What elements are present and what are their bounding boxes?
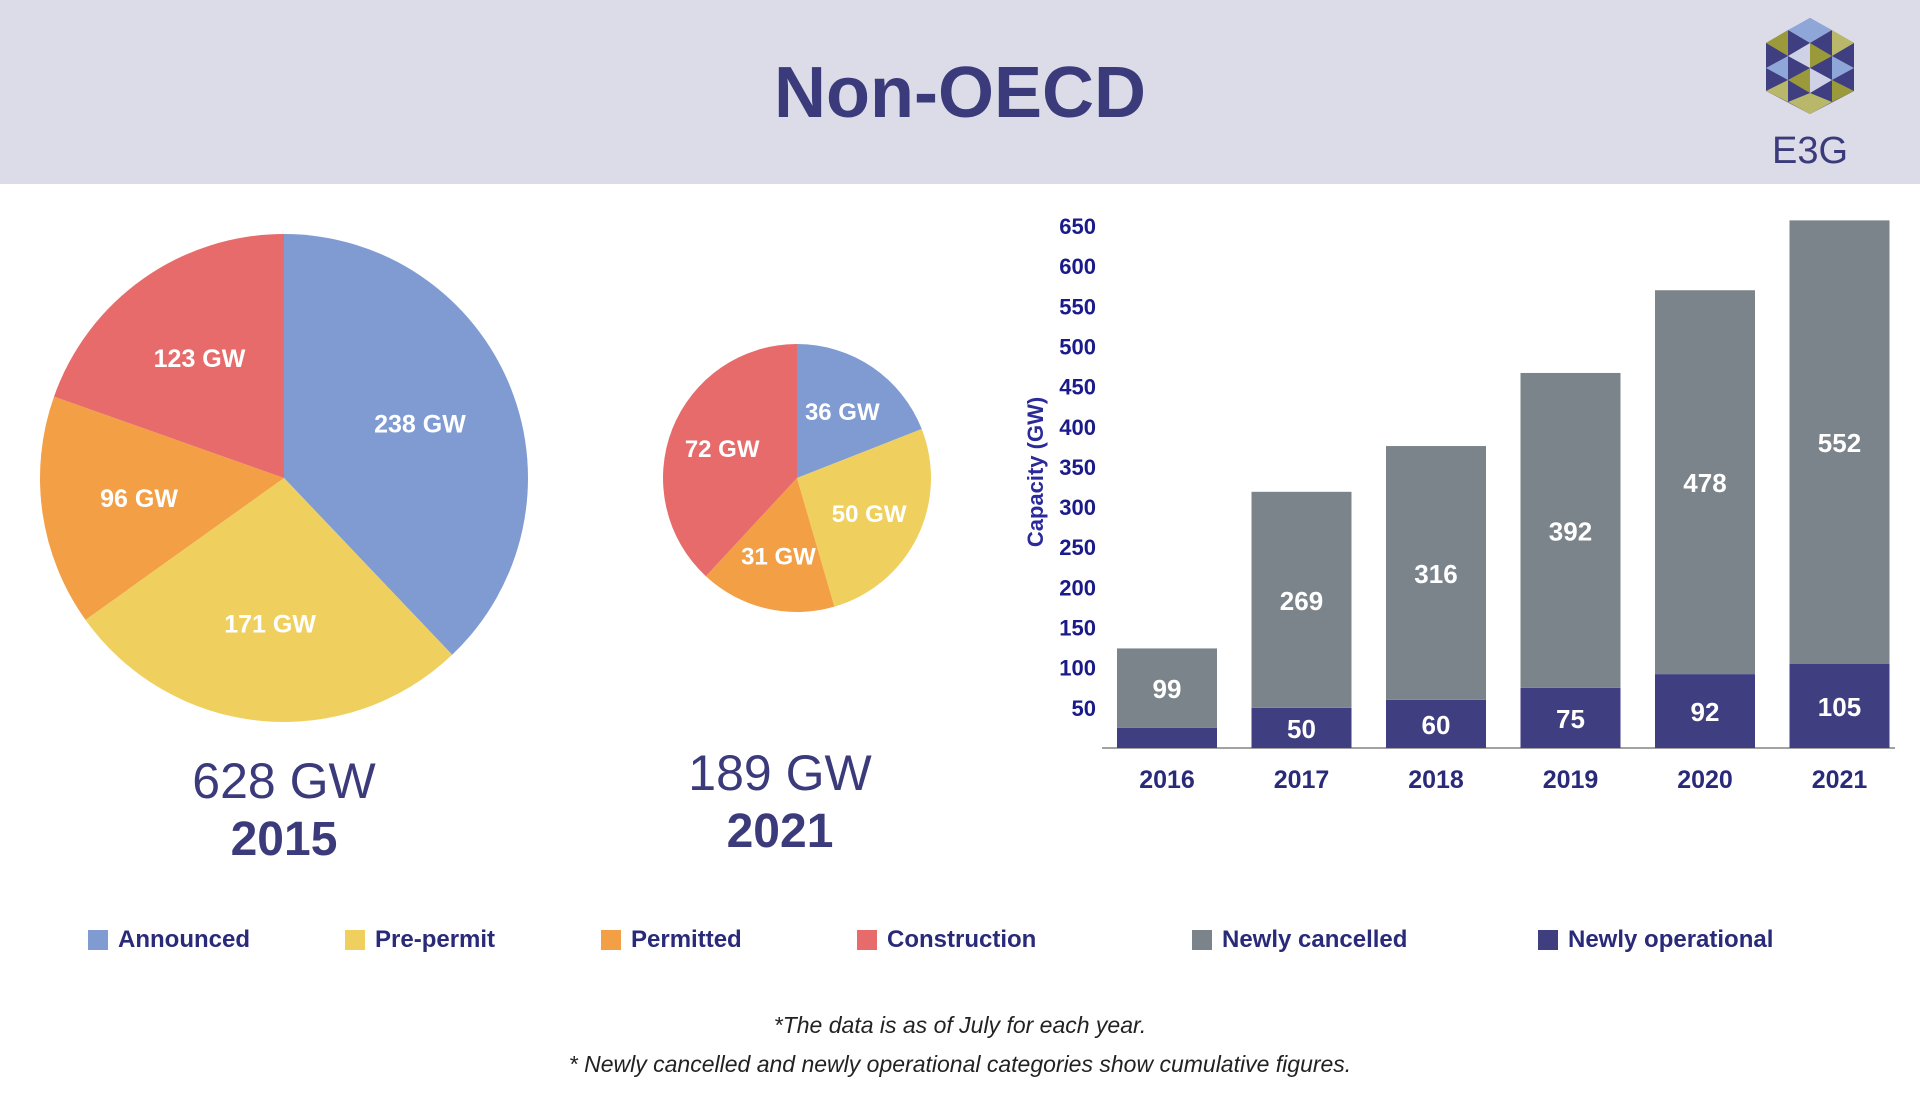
pie-slice-permitted: [39, 396, 284, 620]
bar-value-label: 92: [1691, 697, 1720, 727]
legend-swatch-newly-operational: [1538, 930, 1558, 950]
bar-newly-cancelled: [1520, 372, 1621, 688]
legend-label: Construction: [887, 926, 1037, 953]
page-title: Non-OECD: [774, 53, 1146, 133]
bar-newly-operational: [1655, 674, 1755, 748]
pie-2015-caption: 628 GW 2015: [134, 752, 434, 867]
pie-slice-announced: [284, 234, 528, 655]
pie-slice-pre-permit: [797, 429, 931, 607]
pie-2021-caption: 189 GW 2021: [630, 744, 930, 859]
pie-slice-label: 96 GW: [100, 485, 178, 513]
y-tick-label: 150: [1059, 616, 1096, 641]
legend: Announced Pre-permit Permitted Construct…: [0, 926, 1920, 956]
y-tick-label: 250: [1059, 535, 1096, 560]
legend-label: Pre-permit: [375, 926, 496, 953]
pie-2021-total: 189 GW: [688, 745, 872, 801]
bar-value-label: 316: [1414, 559, 1457, 589]
legend-item-permitted: Permitted: [601, 926, 742, 954]
legend-item-announced: Announced: [88, 926, 250, 954]
y-tick-label: 500: [1059, 334, 1096, 359]
pie-slice-permitted: [705, 478, 835, 612]
x-tick-label: 2018: [1408, 766, 1464, 794]
y-tick-label: 350: [1059, 455, 1096, 480]
pie-slice-label: 50 GW: [832, 501, 907, 528]
legend-swatch-announced: [88, 930, 108, 950]
y-tick-label: 300: [1059, 495, 1096, 520]
y-axis-label: Capacity (GW): [1023, 397, 1048, 547]
e3g-logo-icon: [1766, 18, 1854, 114]
legend-swatch-pre-permit: [345, 930, 365, 950]
bar-newly-cancelled: [1251, 491, 1352, 708]
legend-label: Permitted: [631, 926, 742, 953]
y-tick-label: 450: [1059, 375, 1096, 400]
pie-slice-construction: [663, 344, 797, 577]
legend-swatch-permitted: [601, 930, 621, 950]
legend-swatch-construction: [857, 930, 877, 950]
legend-label: Announced: [118, 926, 250, 953]
bar-value-label: 60: [1422, 710, 1451, 740]
bar-newly-operational: [1386, 699, 1486, 748]
pie-slice-pre-permit: [85, 478, 453, 723]
legend-label: Newly cancelled: [1222, 926, 1408, 953]
y-tick-label: 50: [1072, 696, 1096, 721]
legend-item-pre-permit: Pre-permit: [345, 926, 495, 954]
pie-slice-label: 123 GW: [154, 345, 246, 373]
pie-chart-2015: 238 GW 171 GW 96 GW 123 GW: [39, 234, 528, 723]
bar-value-label: 478: [1683, 468, 1726, 498]
legend-swatch-newly-cancelled: [1192, 930, 1212, 950]
header-band: Non-OECD E3G: [0, 0, 1920, 184]
bar-newly-operational: [1251, 707, 1352, 748]
x-tick-label: 2019: [1543, 766, 1599, 794]
y-tick-label: 650: [1059, 214, 1096, 239]
pie-slice-label: 171 GW: [224, 610, 316, 638]
pie-slice-announced: [797, 344, 922, 478]
bar-value-label: 392: [1549, 516, 1592, 546]
x-tick-label: 2021: [1812, 766, 1868, 794]
bar-value-label: 552: [1818, 428, 1861, 458]
legend-item-newly-cancelled: Newly cancelled: [1192, 926, 1407, 954]
pie-2015-total: 628 GW: [192, 753, 376, 809]
pie-2015-year: 2015: [230, 813, 338, 866]
bar-newly-operational: [1789, 663, 1890, 748]
bar-value-label: 99: [1153, 674, 1182, 704]
stacked-bar-chart: 50 100 150 200 250 300 350 400 450 500 550 600 650 Ca…: [1023, 214, 1895, 794]
logo-text: E3G: [1771, 130, 1849, 172]
y-tick-label: 400: [1059, 415, 1096, 440]
pie-slice-label: 72 GW: [685, 436, 760, 463]
bar-newly-cancelled: [1386, 446, 1486, 700]
pie-chart-2021: 36 GW 50 GW 31 GW 72 GW: [663, 344, 931, 612]
footnotes: *The data is as of July for each year. *…: [0, 1012, 1920, 1090]
x-tick-label: 2020: [1677, 766, 1733, 794]
y-tick-label: 200: [1059, 575, 1096, 600]
bar-newly-operational: [1520, 687, 1621, 748]
pie-slice-construction: [53, 234, 284, 478]
pie-2021-year: 2021: [726, 805, 834, 858]
bar-value-label: 269: [1280, 586, 1323, 616]
pie-slice-label: 31 GW: [741, 544, 816, 571]
bar-newly-cancelled: [1789, 220, 1890, 664]
bar-newly-operational: [1117, 727, 1217, 748]
legend-label: Newly operational: [1568, 926, 1774, 953]
y-tick-label: 550: [1059, 294, 1096, 319]
pie-slice-label: 36 GW: [805, 399, 880, 426]
x-tick-label: 2016: [1139, 766, 1195, 794]
y-tick-label: 100: [1059, 656, 1096, 681]
bar-value-label: 50: [1287, 714, 1316, 744]
y-tick-label: 600: [1059, 254, 1096, 279]
legend-item-construction: Construction: [857, 926, 1036, 954]
legend-item-newly-operational: Newly operational: [1538, 926, 1773, 954]
footnote-2: * Newly cancelled and newly operational …: [568, 1051, 1352, 1077]
pie-slice-label: 238 GW: [374, 410, 466, 438]
footnote-1: *The data is as of July for each year.: [773, 1012, 1147, 1038]
bar-value-label: 75: [1556, 704, 1585, 734]
bar-newly-cancelled: [1655, 290, 1755, 675]
x-tick-label: 2017: [1274, 766, 1330, 794]
bar-value-label: 105: [1818, 692, 1861, 722]
bar-newly-cancelled: [1117, 648, 1217, 728]
